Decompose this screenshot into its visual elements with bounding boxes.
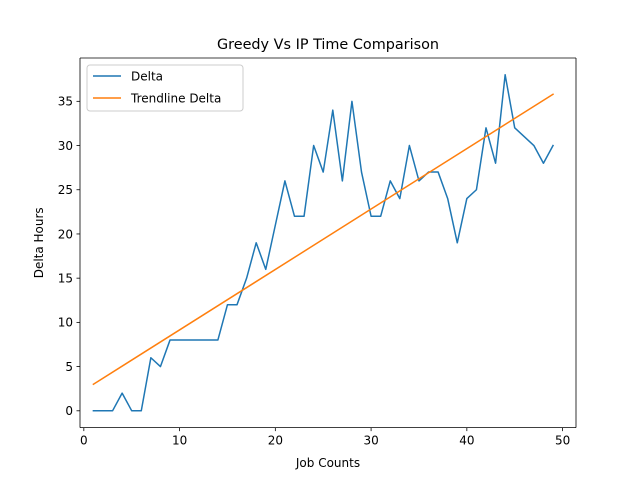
axes-frame [79, 57, 577, 429]
legend-label-delta: Delta [131, 70, 163, 84]
x-tick-label: 30 [363, 434, 378, 448]
y-tick-label: 0 [65, 404, 73, 418]
x-axis-label: Job Counts [295, 456, 360, 470]
series-line-trendline-delta [92, 93, 555, 386]
y-tick-label: 15 [58, 271, 73, 285]
series-line-delta [92, 74, 555, 412]
legend: Delta Trendline Delta [86, 64, 244, 112]
x-axis-ticks: 0 10 20 30 40 50 [80, 427, 570, 448]
plot-area [80, 58, 576, 428]
legend-box [86, 64, 244, 112]
chart-title: Greedy Vs IP Time Comparison [217, 37, 439, 53]
x-tick-label: 10 [172, 434, 187, 448]
x-tick-label: 40 [459, 434, 474, 448]
y-axis-ticks: 0 5 10 15 20 25 30 35 [58, 95, 80, 418]
y-tick-label: 5 [65, 360, 73, 374]
x-tick-label: 50 [555, 434, 570, 448]
y-tick-label: 25 [58, 183, 73, 197]
y-tick-label: 20 [58, 227, 73, 241]
y-tick-label: 35 [58, 95, 73, 109]
y-axis-label: Delta Hours [32, 207, 46, 278]
series-layer [92, 74, 555, 412]
x-tick-label: 20 [268, 434, 283, 448]
y-tick-label: 10 [58, 316, 73, 330]
y-tick-label: 30 [58, 139, 73, 153]
x-tick-label: 0 [80, 434, 88, 448]
legend-label-trendline: Trendline Delta [130, 92, 221, 106]
